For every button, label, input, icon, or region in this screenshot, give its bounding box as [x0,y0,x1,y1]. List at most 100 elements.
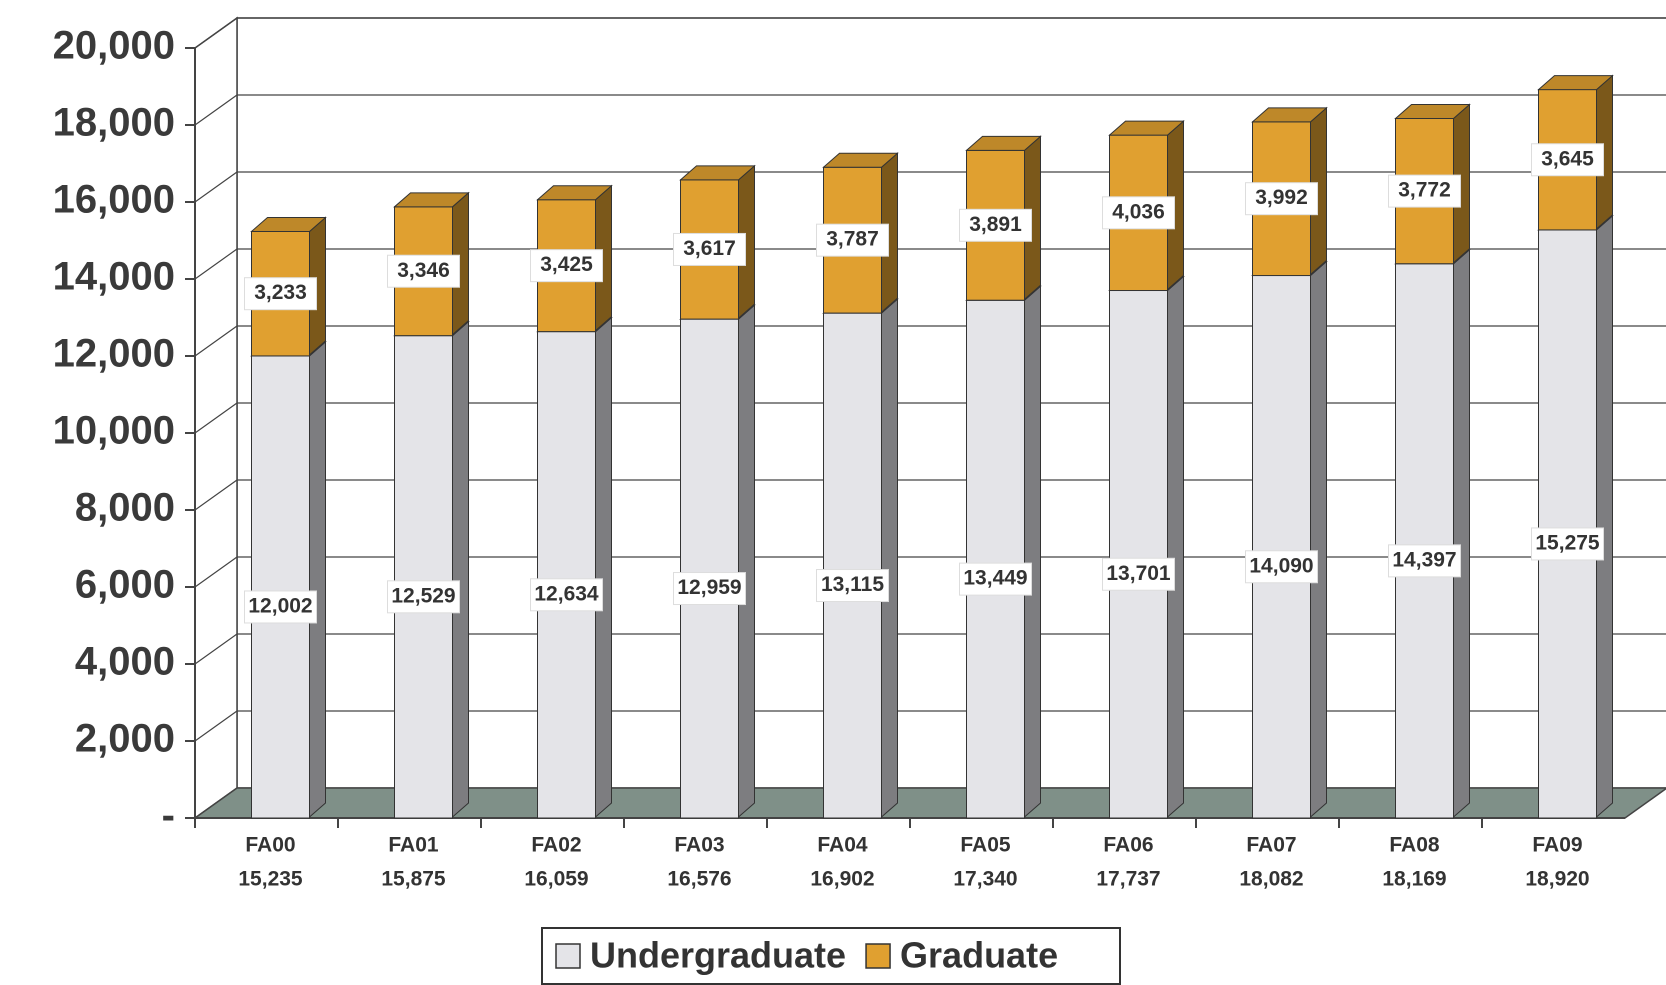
bar-side [452,320,469,819]
value-label-box [244,590,317,624]
bar-side [595,316,612,819]
value-label-box [959,562,1032,596]
bar-top [1394,103,1471,119]
value-label: 15,275 [1535,532,1600,555]
value-label-box [530,578,603,612]
bar-top [1108,120,1185,136]
x-total-label: 15,235 [238,868,303,891]
y-tick-label: 18,000 [53,101,175,145]
value-label-box [816,569,889,603]
grid-line [194,710,1666,742]
bar-side [1453,248,1470,819]
value-label: 3,233 [254,281,307,304]
bar-front [251,355,310,819]
value-label-box [1245,182,1318,216]
value-label-box [387,254,460,288]
legend-box [541,927,1121,985]
x-tick-label: FA08 [1389,834,1440,857]
bar-side [738,303,755,819]
value-label-box [673,572,746,606]
value-label-box [816,223,889,257]
bar-side [881,297,898,819]
y-tick-label: 2,000 [75,717,175,761]
grid-line [194,17,1666,49]
x-tick-label: FA06 [1103,834,1153,857]
value-label: 3,992 [1255,186,1308,209]
bar-front [1109,290,1168,819]
value-label: 3,346 [397,259,450,282]
bar-front [966,299,1025,819]
bar-top [1251,107,1328,123]
bar-top [536,185,613,201]
value-label: 3,787 [826,228,879,251]
value-label: 13,115 [821,573,884,596]
x-tick-label: FA07 [1246,834,1296,857]
x-total-label: 17,737 [1096,868,1160,891]
value-label: 3,617 [683,237,736,260]
x-tick-label: FA09 [1532,834,1582,857]
value-label-box [387,580,460,614]
bar-front [1538,229,1597,819]
bar-side [1167,275,1184,819]
x-total-label: 18,169 [1382,868,1446,891]
x-total-label: 15,875 [381,868,446,891]
x-total-label: 18,082 [1239,868,1303,891]
value-label-box [530,249,603,283]
bar [536,316,613,819]
value-label: 13,449 [963,567,1027,590]
grid-line [194,479,1666,511]
bar-top [1537,75,1614,91]
value-label: 12,002 [248,595,312,618]
x-tick-label: FA04 [817,834,868,857]
bar-top [965,135,1042,151]
legend-swatch [865,943,891,969]
x-tick-label: FA01 [388,834,439,857]
grid-line [194,171,1666,203]
legend-swatch [555,943,581,969]
bar-side [309,340,326,819]
bar-front [394,335,453,819]
value-label: 3,772 [1398,179,1451,202]
x-total-label: 16,576 [667,868,731,891]
value-label: 14,397 [1392,548,1456,571]
value-label-box [1531,143,1604,177]
bar [965,285,1042,819]
bar-front [537,331,596,819]
value-label-box [673,232,746,266]
value-label-box [1388,174,1461,208]
bar-front [1252,275,1311,819]
value-label: 3,891 [969,213,1022,236]
x-tick-label: FA05 [960,834,1011,857]
y-tick-label: 10,000 [53,409,175,453]
bar-top [250,216,327,232]
x-total-label: 17,340 [953,868,1017,891]
bar-front [1395,263,1454,819]
bar-top [822,152,899,168]
value-label-box [1245,550,1318,584]
bar-side [1596,214,1613,819]
value-label-box [1388,544,1461,578]
value-label: 12,634 [534,582,599,605]
value-label-box [244,277,317,311]
y-tick-label: 12,000 [53,332,175,376]
legend-label: Graduate [900,935,1058,976]
x-tick-label: FA03 [674,834,724,857]
grid-line [194,556,1666,588]
bar [1537,214,1614,819]
x-tick-label: FA02 [531,834,581,857]
y-tick-label: 6,000 [75,563,175,607]
y-tick-label: 8,000 [75,486,175,530]
grid-line [194,402,1666,434]
value-label: 12,529 [391,584,455,607]
value-label: 12,959 [677,576,741,599]
bar [679,303,756,819]
bar [1394,248,1471,819]
y-tick-label: - [162,794,175,838]
bar-top [393,192,470,208]
grid-line [194,248,1666,280]
bar [250,340,327,819]
value-label-box [1102,196,1175,230]
bar [393,320,470,819]
y-tick-label: 16,000 [53,178,175,222]
